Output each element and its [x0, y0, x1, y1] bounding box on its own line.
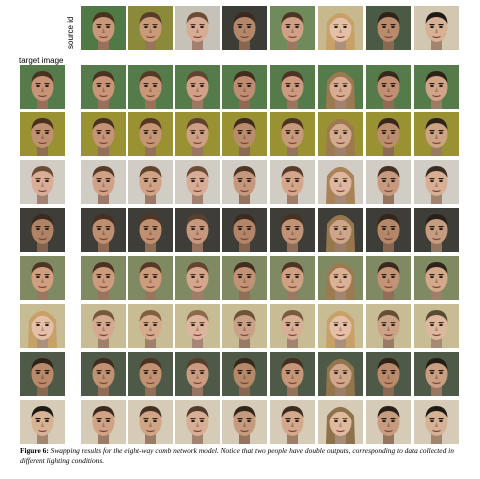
swap-result-r6-c2	[128, 304, 173, 348]
source-face-2	[128, 6, 173, 50]
swap-result-r2-c1	[81, 112, 126, 156]
swap-result-r3-c2	[128, 160, 173, 204]
swap-result-r3-c6	[318, 160, 363, 204]
swap-result-r4-c3	[175, 208, 220, 252]
source-face-5	[270, 6, 315, 50]
figure-caption: Figure 6: Swapping results for the eight…	[20, 446, 465, 466]
target-face-6	[20, 304, 65, 348]
swap-result-r7-c2	[128, 352, 173, 396]
caption-label: Figure 6:	[20, 446, 49, 455]
source-id-text: source id	[66, 16, 75, 49]
swap-result-r8-c2	[128, 400, 173, 444]
source-face-6	[318, 6, 363, 50]
swap-result-r5-c7	[366, 256, 411, 300]
swap-result-r8-c1	[81, 400, 126, 444]
swap-result-r1-c1	[81, 65, 126, 109]
source-face-8	[414, 6, 459, 50]
swap-result-r3-c8	[414, 160, 459, 204]
swap-result-r1-c5	[270, 65, 315, 109]
swap-result-r5-c5	[270, 256, 315, 300]
source-face-7	[366, 6, 411, 50]
target-face-5	[20, 256, 65, 300]
target-face-4	[20, 208, 65, 252]
swap-result-r7-c6	[318, 352, 363, 396]
swap-result-r6-c7	[366, 304, 411, 348]
swap-result-r4-c1	[81, 208, 126, 252]
swap-result-r8-c5	[270, 400, 315, 444]
swap-result-r6-c4	[222, 304, 267, 348]
swap-result-r8-c6	[318, 400, 363, 444]
swap-result-r7-c4	[222, 352, 267, 396]
swap-result-r5-c8	[414, 256, 459, 300]
swap-result-r6-c3	[175, 304, 220, 348]
swap-result-r4-c6	[318, 208, 363, 252]
swap-result-r8-c3	[175, 400, 220, 444]
swap-result-r5-c6	[318, 256, 363, 300]
target-face-1	[20, 65, 65, 109]
target-face-3	[20, 160, 65, 204]
target-face-2	[20, 112, 65, 156]
swap-result-r2-c6	[318, 112, 363, 156]
swap-result-r3-c4	[222, 160, 267, 204]
source-face-3	[175, 6, 220, 50]
swap-result-r1-c4	[222, 65, 267, 109]
swap-result-r7-c3	[175, 352, 220, 396]
swap-result-r3-c5	[270, 160, 315, 204]
swap-result-r2-c5	[270, 112, 315, 156]
swap-result-r1-c7	[366, 65, 411, 109]
swap-result-r4-c5	[270, 208, 315, 252]
swap-result-r2-c4	[222, 112, 267, 156]
swap-result-r1-c6	[318, 65, 363, 109]
swap-result-r4-c2	[128, 208, 173, 252]
target-image-label: target image	[19, 56, 64, 65]
swap-result-r8-c8	[414, 400, 459, 444]
swap-result-r7-c5	[270, 352, 315, 396]
swap-result-r7-c8	[414, 352, 459, 396]
swap-result-r2-c2	[128, 112, 173, 156]
swap-result-r4-c8	[414, 208, 459, 252]
source-face-1	[81, 6, 126, 50]
swap-result-r2-c7	[366, 112, 411, 156]
swap-result-r5-c1	[81, 256, 126, 300]
swap-result-r4-c7	[366, 208, 411, 252]
swap-result-r7-c7	[366, 352, 411, 396]
caption-text: Swapping results for the eight-way comb …	[20, 446, 454, 465]
swap-result-r3-c3	[175, 160, 220, 204]
swap-result-r6-c8	[414, 304, 459, 348]
swap-result-r5-c2	[128, 256, 173, 300]
swap-result-r8-c7	[366, 400, 411, 444]
swap-result-r3-c1	[81, 160, 126, 204]
swap-result-r5-c3	[175, 256, 220, 300]
swap-result-r5-c4	[222, 256, 267, 300]
swap-result-r2-c8	[414, 112, 459, 156]
swap-result-r8-c4	[222, 400, 267, 444]
swap-result-r3-c7	[366, 160, 411, 204]
source-id-label: source id	[66, 9, 78, 51]
swap-result-r6-c1	[81, 304, 126, 348]
swap-result-r4-c4	[222, 208, 267, 252]
swap-result-r1-c8	[414, 65, 459, 109]
swap-result-r7-c1	[81, 352, 126, 396]
swap-result-r1-c3	[175, 65, 220, 109]
source-face-4	[222, 6, 267, 50]
swap-result-r1-c2	[128, 65, 173, 109]
swap-result-r6-c6	[318, 304, 363, 348]
swap-result-r6-c5	[270, 304, 315, 348]
swap-result-r2-c3	[175, 112, 220, 156]
target-face-7	[20, 352, 65, 396]
target-face-8	[20, 400, 65, 444]
